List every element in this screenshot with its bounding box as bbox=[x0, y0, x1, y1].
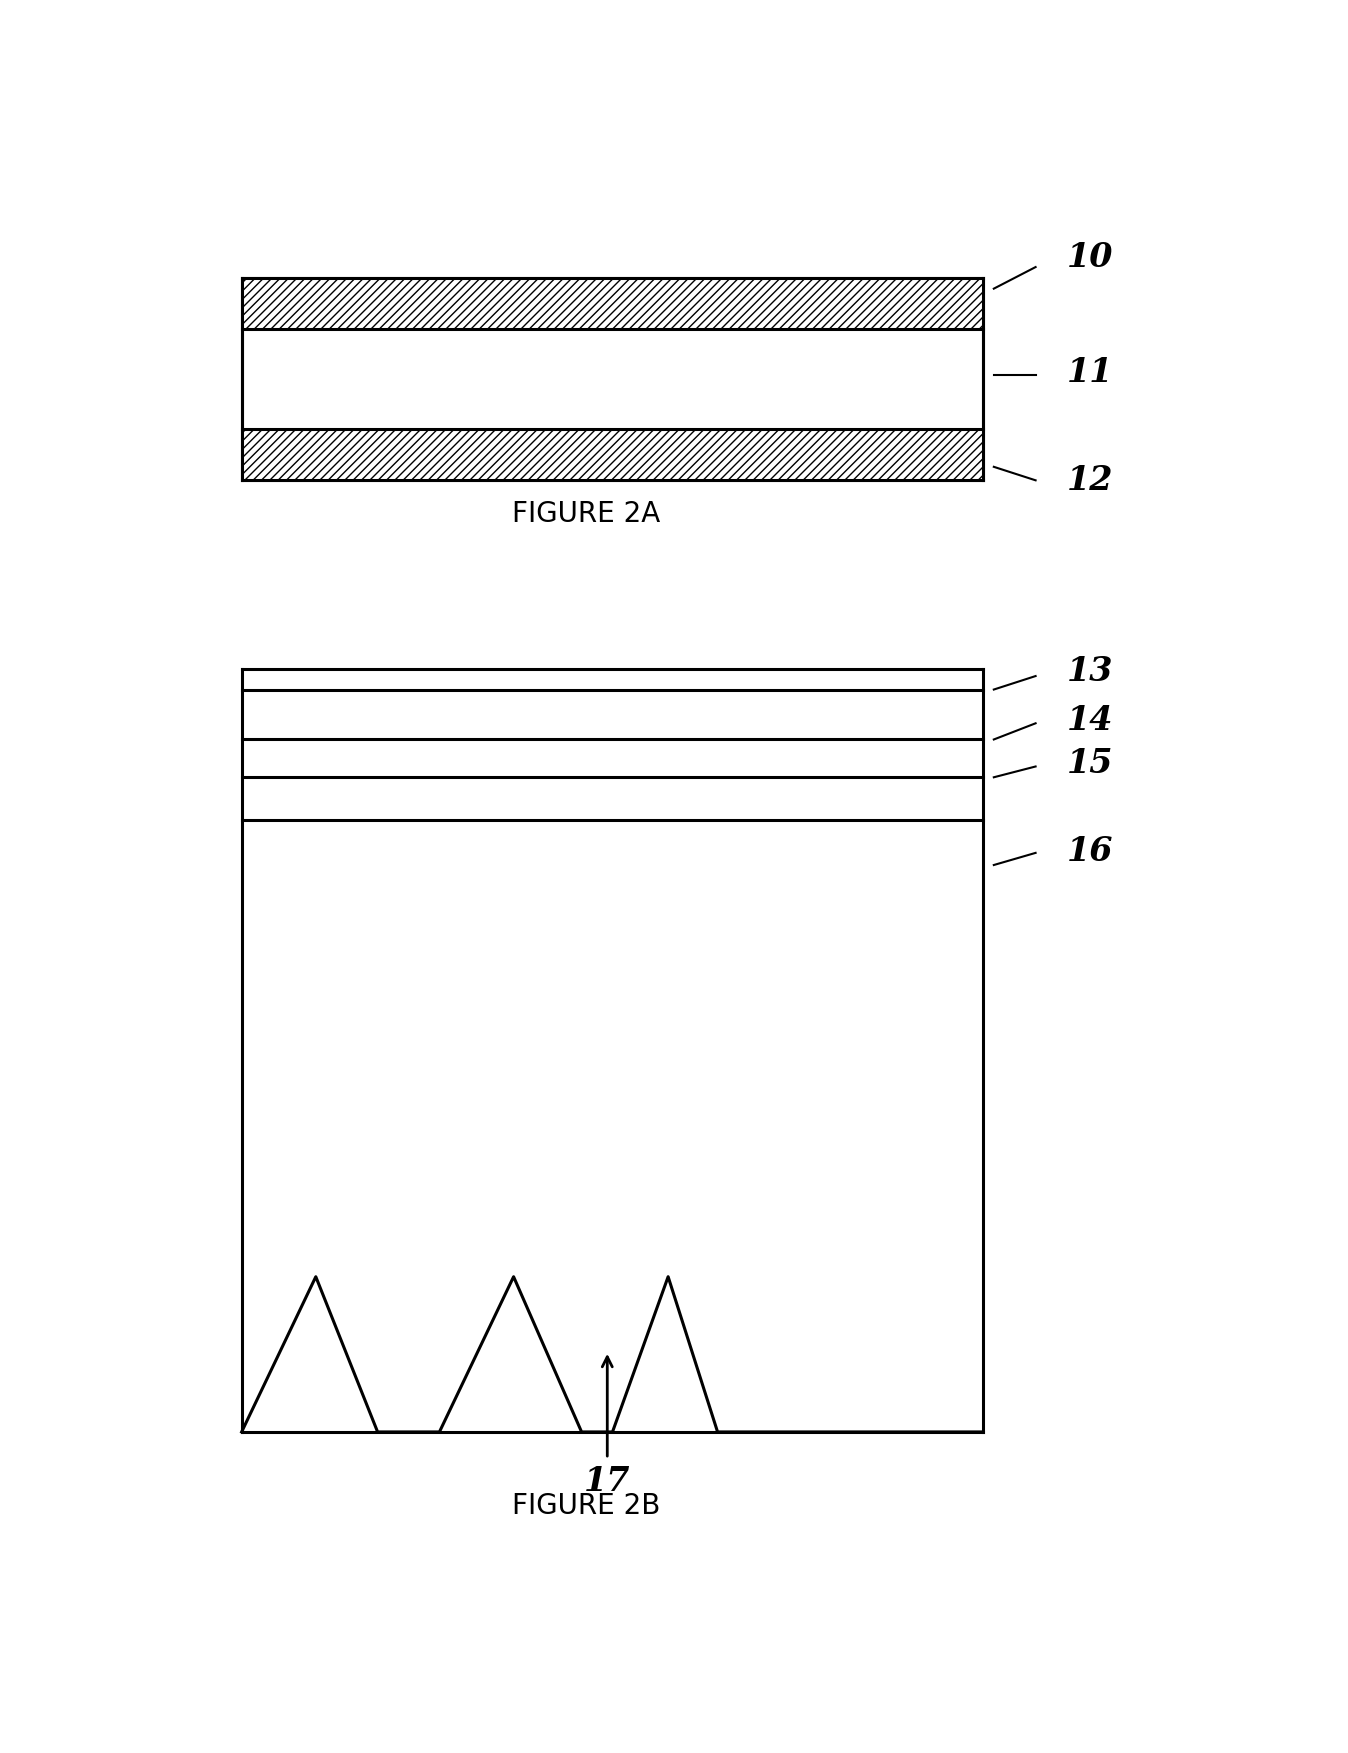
Text: 16: 16 bbox=[1068, 834, 1113, 868]
Text: 10: 10 bbox=[1068, 242, 1113, 273]
Text: 13: 13 bbox=[1068, 656, 1113, 689]
Text: 15: 15 bbox=[1068, 747, 1113, 780]
Text: 14: 14 bbox=[1068, 705, 1113, 736]
Text: FIGURE 2A: FIGURE 2A bbox=[512, 500, 661, 528]
Bar bbox=[241, 279, 984, 480]
Bar bbox=[241, 429, 984, 480]
Bar bbox=[241, 279, 984, 330]
Text: 11: 11 bbox=[1068, 356, 1113, 389]
Text: FIGURE 2B: FIGURE 2B bbox=[512, 1492, 661, 1520]
Text: 17: 17 bbox=[584, 1466, 631, 1499]
Text: 12: 12 bbox=[1068, 465, 1113, 496]
